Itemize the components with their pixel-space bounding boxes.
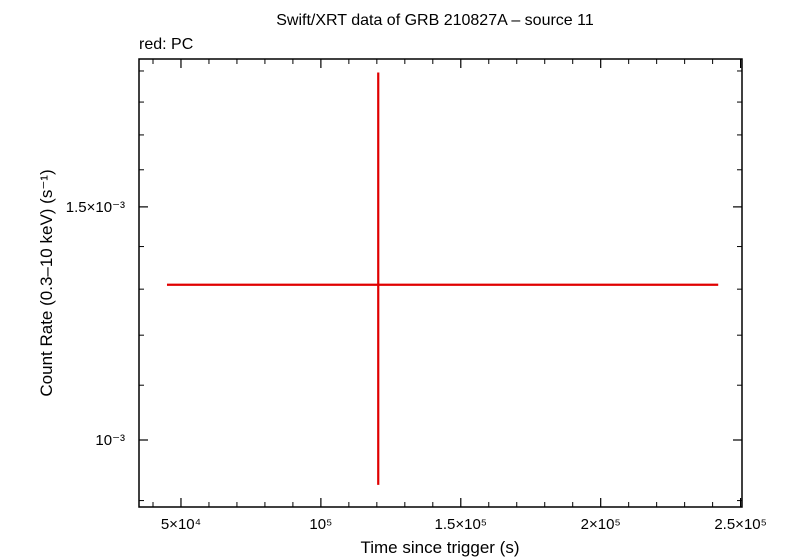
y-tick-label: 10⁻³: [95, 432, 125, 449]
x-tick-label: 5×10⁴: [161, 516, 201, 533]
x-axis-label: Time since trigger (s): [360, 538, 519, 557]
x-tick-label: 2.5×10⁵: [714, 516, 767, 533]
data-series: [166, 72, 719, 485]
plot-frame: [138, 58, 743, 508]
x-tick-label: 10⁵: [309, 516, 332, 533]
y-axis-label: Count Rate (0.3–10 keV) (s⁻¹): [37, 169, 56, 396]
y-axis: 10⁻³ 1.5×10⁻³: [66, 70, 742, 502]
chart-title: Swift/XRT data of GRB 210827A – source 1…: [276, 12, 594, 29]
y-tick-label: 1.5×10⁻³: [66, 199, 125, 216]
x-axis: 5×10⁴ 10⁵ 1.5×10⁵ 2×10⁵ 2.5×10⁵: [152, 59, 767, 533]
x-tick-label: 2×10⁵: [581, 516, 621, 533]
chart-subtitle: red: PC: [139, 36, 193, 53]
x-tick-label: 1.5×10⁵: [435, 516, 488, 533]
